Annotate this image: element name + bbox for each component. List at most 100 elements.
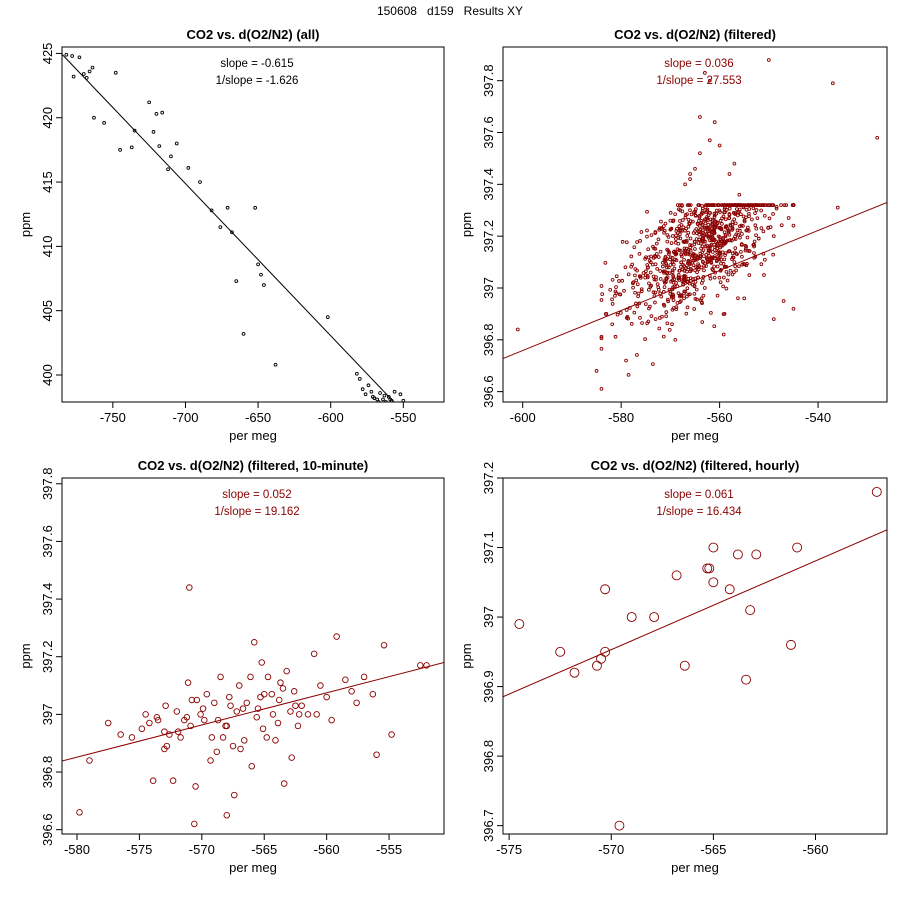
data-point: [213, 748, 221, 756]
data-point: [753, 223, 758, 228]
data-point: [369, 411, 372, 414]
data-point: [376, 409, 379, 412]
data-point: [678, 219, 682, 223]
data-point: [375, 410, 378, 413]
data-point: [701, 260, 705, 265]
data-point: [706, 203, 710, 207]
data-point: [755, 216, 760, 221]
data-point: [369, 413, 372, 416]
data-point: [698, 224, 702, 228]
data-point: [377, 406, 380, 409]
data-point: [660, 260, 665, 265]
data-point: [369, 409, 372, 412]
data-point: [649, 254, 653, 259]
y-tick-label: 397.8: [40, 467, 55, 500]
y-tick-label: 397.8: [481, 64, 496, 97]
data-point: [376, 409, 379, 412]
data-point: [373, 408, 376, 411]
data-point: [670, 234, 675, 238]
data-point: [696, 241, 701, 245]
data-point: [372, 407, 375, 410]
data-point: [599, 298, 604, 302]
data-point: [603, 260, 608, 265]
data-point: [696, 275, 701, 280]
data-point: [600, 292, 605, 296]
data-point: [380, 412, 383, 415]
data-point: [600, 584, 611, 595]
data-point: [368, 412, 371, 415]
data-point: [374, 412, 377, 415]
data-point: [610, 277, 615, 282]
data-point: [762, 213, 767, 218]
data-point: [377, 408, 380, 411]
data-point: [715, 243, 720, 247]
data-point: [664, 314, 668, 319]
data-point: [376, 412, 379, 415]
data-point: [385, 409, 388, 412]
data-point: [367, 410, 370, 413]
data-point: [304, 711, 312, 718]
data-point: [383, 409, 386, 412]
data-point: [687, 222, 692, 226]
data-point: [379, 409, 382, 412]
data-point: [718, 210, 722, 214]
data-point: [381, 406, 384, 409]
data-point: [749, 203, 754, 207]
data-point: [768, 203, 773, 207]
data-point: [651, 290, 656, 295]
y-tick-label: 397.2: [481, 462, 496, 495]
data-point: [722, 203, 727, 207]
data-point: [374, 411, 377, 414]
data-point: [377, 405, 380, 408]
data-point: [379, 408, 382, 411]
data-point: [380, 641, 388, 649]
data-point: [379, 413, 382, 416]
data-point: [234, 279, 239, 283]
data-point: [730, 228, 735, 232]
data-point: [375, 408, 378, 411]
data-point: [693, 229, 697, 233]
plot-frame: [502, 477, 888, 835]
data-point: [372, 412, 375, 415]
data-point: [368, 414, 371, 417]
y-tick-label: 397.6: [481, 116, 496, 149]
data-point: [384, 410, 387, 413]
data-point: [658, 249, 663, 254]
plot-area: [62, 584, 444, 828]
data-point: [752, 239, 757, 244]
data-point: [700, 208, 705, 213]
data-point: [712, 215, 717, 219]
data-point: [709, 238, 714, 243]
data-point: [667, 250, 672, 255]
y-tick-label: 396.7: [481, 809, 496, 842]
data-point: [791, 223, 796, 228]
data-point: [624, 240, 629, 245]
data-point: [634, 301, 638, 306]
data-point: [747, 207, 752, 211]
data-point: [380, 411, 383, 414]
data-point: [373, 408, 376, 411]
data-point: [756, 236, 761, 241]
data-point: [369, 413, 372, 416]
data-point: [680, 203, 684, 207]
data-point: [385, 409, 388, 412]
data-point: [394, 406, 397, 409]
data-point: [373, 410, 376, 413]
data-point: [709, 255, 713, 260]
data-point: [207, 757, 214, 764]
data-point: [693, 258, 698, 262]
data-point: [370, 410, 373, 413]
data-point: [386, 412, 389, 415]
data-point: [383, 406, 386, 409]
data-point: [791, 203, 796, 207]
data-point: [386, 410, 389, 413]
data-point: [624, 358, 628, 363]
data-point: [376, 410, 379, 413]
data-point: [154, 716, 162, 724]
data-point: [684, 311, 689, 316]
data-point: [379, 412, 382, 415]
data-point: [724, 269, 729, 274]
data-point: [377, 409, 380, 412]
data-point: [376, 412, 379, 415]
data-point: [728, 268, 733, 273]
